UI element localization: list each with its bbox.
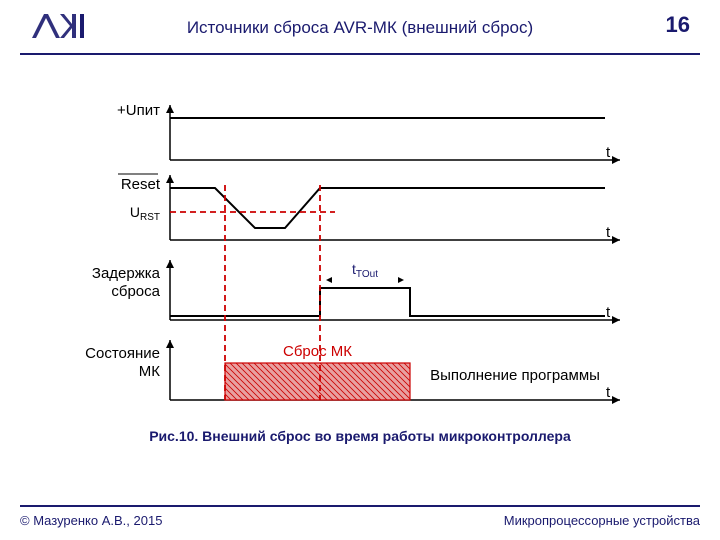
svg-text:t: t <box>606 384 611 401</box>
diagram-caption: Рис.10. Внешний сброс во время работы ми… <box>60 428 660 444</box>
svg-text:Сброс МК: Сброс МК <box>283 343 352 360</box>
svg-text:URST: URST <box>130 204 160 223</box>
svg-text:t: t <box>606 144 611 161</box>
page-number: 16 <box>666 12 690 38</box>
svg-text:tTOut: tTOut <box>352 261 378 280</box>
slide-header: Источники сброса AVR-МК (внешний сброс) … <box>20 0 700 55</box>
svg-text:МК: МК <box>139 363 160 380</box>
timing-diagram: t +Uпит t Reset URST t Задержкасброса tTOut t Сос… <box>60 85 660 445</box>
footer-course: Микропроцессорные устройства <box>504 513 700 528</box>
svg-text:Состояние: Состояние <box>85 345 160 362</box>
svg-text:Reset: Reset <box>121 176 161 193</box>
slide-footer: © Мазуренко А.В., 2015 Микропроцессорные… <box>20 505 700 528</box>
footer-copyright: © Мазуренко А.В., 2015 <box>20 513 162 528</box>
logo <box>30 8 100 49</box>
svg-text:+Uпит: +Uпит <box>117 102 160 119</box>
slide-title: Источники сброса AVR-МК (внешний сброс) <box>20 0 700 38</box>
svg-text:Выполнение программы: Выполнение программы <box>430 367 600 384</box>
svg-text:t: t <box>606 304 611 321</box>
svg-text:t: t <box>606 224 611 241</box>
svg-text:Задержка: Задержка <box>92 265 161 282</box>
svg-text:сброса: сброса <box>111 283 160 300</box>
